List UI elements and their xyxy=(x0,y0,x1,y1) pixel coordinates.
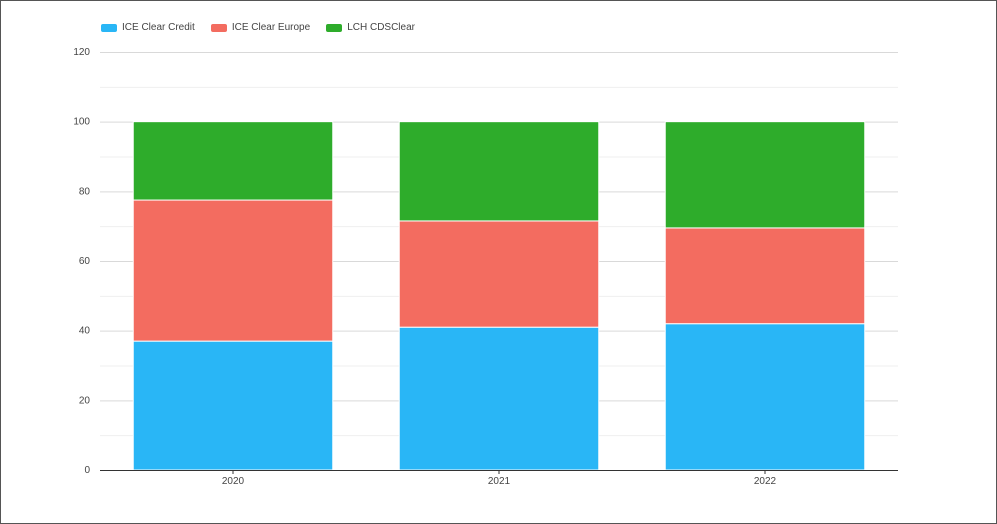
bar-segment[interactable] xyxy=(664,323,866,471)
legend-swatch-lch-cdsclear xyxy=(326,23,343,32)
bar-segment[interactable] xyxy=(398,121,600,222)
legend-swatch-ice-clear-europe xyxy=(210,23,227,32)
y-tick-label: 100 xyxy=(73,117,90,128)
x-tick-label: 2020 xyxy=(222,476,245,487)
bar-segment[interactable] xyxy=(664,121,866,229)
x-tick-label: 2021 xyxy=(488,476,511,487)
legend-swatch-ice-clear-credit xyxy=(101,23,117,32)
legend-item-lch-cdsclear[interactable]: LCH CDSClear xyxy=(326,22,415,33)
bar-segment[interactable] xyxy=(132,199,334,342)
bar-segment[interactable] xyxy=(132,340,334,471)
legend-label-ice-clear-credit: ICE Clear Credit xyxy=(122,22,195,33)
legend-item-ice-clear-europe[interactable]: ICE Clear Europe xyxy=(210,22,311,33)
y-tick-label: 40 xyxy=(79,326,91,337)
legend: ICE Clear Credit ICE Clear Europe LCH CD… xyxy=(101,22,415,33)
bar-segment[interactable] xyxy=(664,227,866,325)
y-tick-label: 80 xyxy=(79,186,91,197)
y-tick-label: 120 xyxy=(73,47,90,58)
legend-item-ice-clear-credit[interactable]: ICE Clear Credit xyxy=(101,22,195,33)
legend-label-ice-clear-europe: ICE Clear Europe xyxy=(231,22,311,33)
y-tick-label: 20 xyxy=(79,395,91,406)
bar-segment[interactable] xyxy=(398,326,600,471)
legend-label-lch-cdsclear: LCH CDSClear xyxy=(347,22,415,33)
y-tick-label: 60 xyxy=(79,256,91,267)
bar-segment[interactable] xyxy=(398,220,600,328)
bar-segment[interactable] xyxy=(132,121,334,201)
x-tick-label: 2022 xyxy=(754,476,777,487)
y-tick-label: 0 xyxy=(84,465,90,476)
